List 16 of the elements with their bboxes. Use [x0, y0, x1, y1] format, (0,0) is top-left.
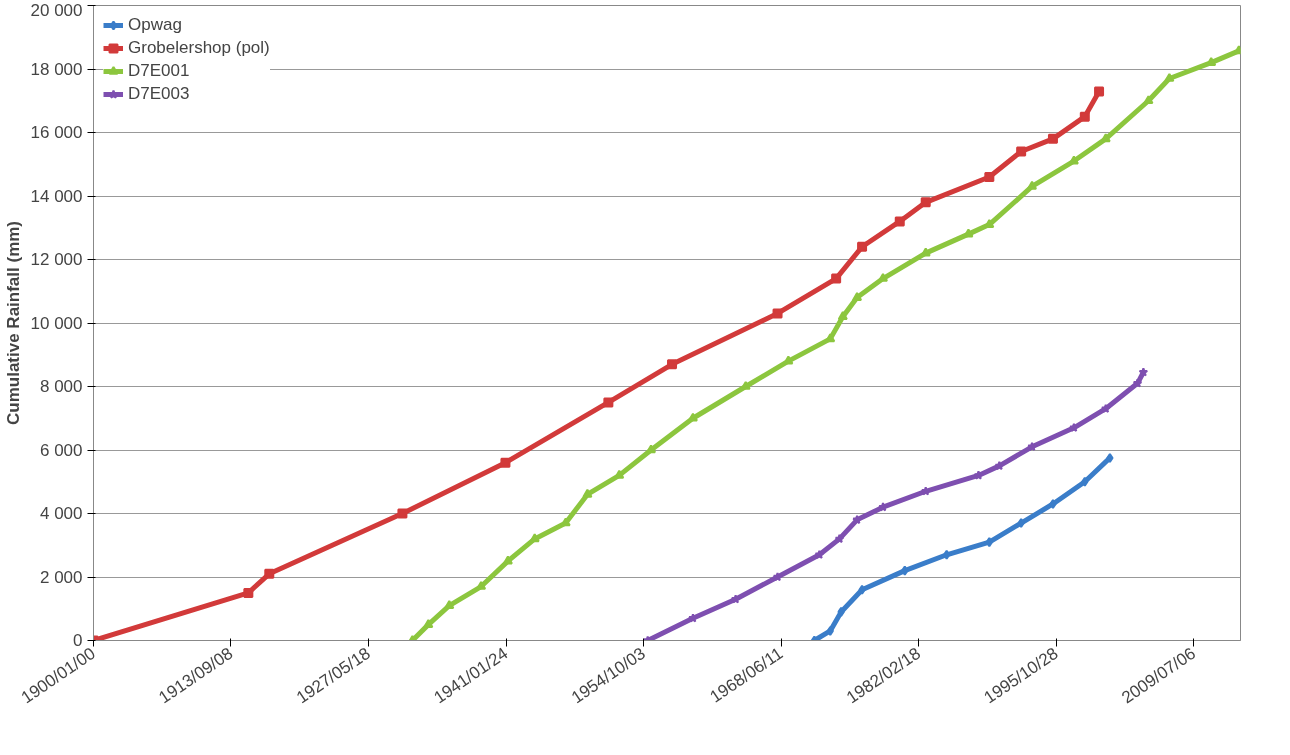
legend-label: D7E001 [128, 61, 190, 81]
y-tick-label: 18 000 [30, 59, 83, 79]
y-axis-title: Cumulative Rainfall (mm) [3, 220, 23, 426]
y-tick-label: 4 000 [39, 504, 83, 523]
y-tick-label: 14 000 [30, 186, 83, 206]
y-tick-label: 20 000 [30, 0, 83, 20]
y-tick-label: 12 000 [30, 250, 83, 269]
y-tick-label: 0 [73, 631, 83, 650]
legend-label: Opwag [128, 15, 182, 35]
legend-label: D7E003 [128, 84, 190, 104]
y-tick-label: 10 000 [30, 313, 83, 333]
legend-label: Grobelershop (pol) [128, 38, 270, 58]
y-tick-label: 6 000 [39, 440, 83, 460]
y-tick-label: 16 000 [30, 123, 83, 142]
y-tick-label: 8 000 [39, 377, 83, 396]
y-tick-label: 2 000 [39, 567, 83, 587]
